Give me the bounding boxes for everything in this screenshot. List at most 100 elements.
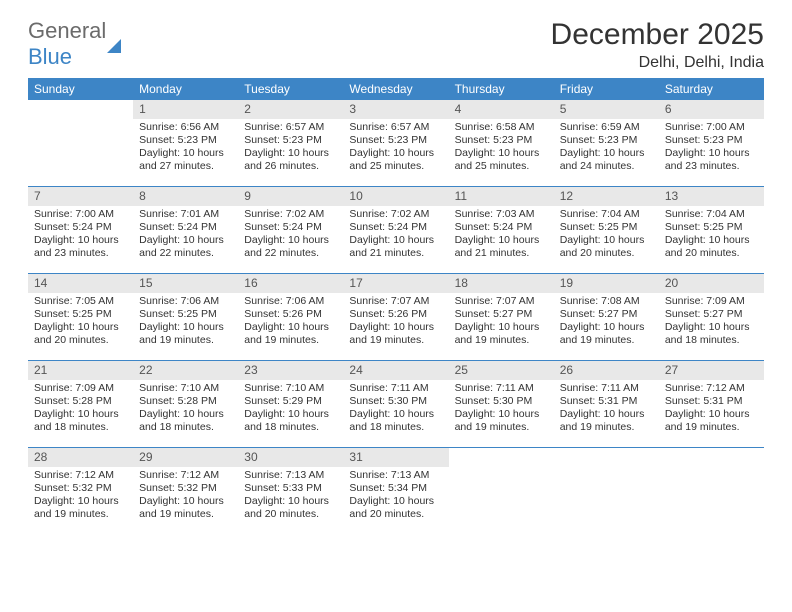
daylight-line: Daylight: 10 hours and 19 minutes.	[455, 321, 548, 347]
day-info: Sunrise: 7:12 AMSunset: 5:32 PMDaylight:…	[133, 469, 238, 522]
day-number: 4	[449, 100, 554, 119]
daylight-line: Daylight: 10 hours and 25 minutes.	[455, 147, 548, 173]
day-info: Sunrise: 7:09 AMSunset: 5:28 PMDaylight:…	[28, 382, 133, 435]
daylight-line: Daylight: 10 hours and 19 minutes.	[665, 408, 758, 434]
daylight-line: Daylight: 10 hours and 19 minutes.	[455, 408, 548, 434]
sunrise-line: Sunrise: 7:10 AM	[139, 382, 232, 395]
day-cell: 14Sunrise: 7:05 AMSunset: 5:25 PMDayligh…	[28, 274, 133, 360]
daylight-line: Daylight: 10 hours and 19 minutes.	[34, 495, 127, 521]
sunrise-line: Sunrise: 7:05 AM	[34, 295, 127, 308]
sunrise-line: Sunrise: 6:58 AM	[455, 121, 548, 134]
sunset-line: Sunset: 5:33 PM	[244, 482, 337, 495]
day-cell: 26Sunrise: 7:11 AMSunset: 5:31 PMDayligh…	[554, 361, 659, 447]
day-info: Sunrise: 7:07 AMSunset: 5:27 PMDaylight:…	[449, 295, 554, 348]
daylight-line: Daylight: 10 hours and 26 minutes.	[244, 147, 337, 173]
sunrise-line: Sunrise: 7:09 AM	[34, 382, 127, 395]
day-number: 7	[28, 187, 133, 206]
sunset-line: Sunset: 5:23 PM	[665, 134, 758, 147]
day-number: 25	[449, 361, 554, 380]
sunset-line: Sunset: 5:23 PM	[349, 134, 442, 147]
sunrise-line: Sunrise: 7:02 AM	[349, 208, 442, 221]
sunrise-line: Sunrise: 6:57 AM	[244, 121, 337, 134]
weekday-label: Thursday	[449, 78, 554, 100]
sunrise-line: Sunrise: 7:02 AM	[244, 208, 337, 221]
day-number: 26	[554, 361, 659, 380]
day-cell: 9 Sunrise: 7:02 AMSunset: 5:24 PMDaylight…	[238, 187, 343, 273]
week-row: 28Sunrise: 7:12 AMSunset: 5:32 PMDayligh…	[28, 448, 764, 534]
sunrise-line: Sunrise: 6:57 AM	[349, 121, 442, 134]
day-cell: 10Sunrise: 7:02 AMSunset: 5:24 PMDayligh…	[343, 187, 448, 273]
calendar: SundayMondayTuesdayWednesdayThursdayFrid…	[28, 78, 764, 534]
day-cell: 0	[449, 448, 554, 534]
day-info: Sunrise: 7:02 AMSunset: 5:24 PMDaylight:…	[238, 208, 343, 261]
day-info: Sunrise: 7:11 AMSunset: 5:30 PMDaylight:…	[343, 382, 448, 435]
logo-part1: General	[28, 18, 106, 43]
title-block: December 2025 Delhi, Delhi, India	[551, 18, 764, 72]
daylight-line: Daylight: 10 hours and 19 minutes.	[560, 408, 653, 434]
day-number: 27	[659, 361, 764, 380]
daylight-line: Daylight: 10 hours and 18 minutes.	[244, 408, 337, 434]
day-info: Sunrise: 6:57 AMSunset: 5:23 PMDaylight:…	[238, 121, 343, 174]
sunrise-line: Sunrise: 7:07 AM	[455, 295, 548, 308]
day-cell: 7 Sunrise: 7:00 AMSunset: 5:24 PMDaylight…	[28, 187, 133, 273]
sunset-line: Sunset: 5:23 PM	[455, 134, 548, 147]
day-info: Sunrise: 7:05 AMSunset: 5:25 PMDaylight:…	[28, 295, 133, 348]
day-cell: 3Sunrise: 6:57 AMSunset: 5:23 PMDaylight…	[343, 100, 448, 186]
day-info: Sunrise: 7:02 AMSunset: 5:24 PMDaylight:…	[343, 208, 448, 261]
sunrise-line: Sunrise: 6:56 AM	[139, 121, 232, 134]
sunset-line: Sunset: 5:27 PM	[665, 308, 758, 321]
day-cell: 24Sunrise: 7:11 AMSunset: 5:30 PMDayligh…	[343, 361, 448, 447]
daylight-line: Daylight: 10 hours and 20 minutes.	[34, 321, 127, 347]
day-cell: 0	[659, 448, 764, 534]
day-cell: 31Sunrise: 7:13 AMSunset: 5:34 PMDayligh…	[343, 448, 448, 534]
weekday-label: Sunday	[28, 78, 133, 100]
day-number: 20	[659, 274, 764, 293]
day-number: 5	[554, 100, 659, 119]
header: General Blue December 2025 Delhi, Delhi,…	[28, 18, 764, 72]
sunrise-line: Sunrise: 7:03 AM	[455, 208, 548, 221]
sunset-line: Sunset: 5:26 PM	[349, 308, 442, 321]
sunrise-line: Sunrise: 7:06 AM	[244, 295, 337, 308]
day-cell: 0	[554, 448, 659, 534]
day-cell: 6Sunrise: 7:00 AMSunset: 5:23 PMDaylight…	[659, 100, 764, 186]
sunrise-line: Sunrise: 7:07 AM	[349, 295, 442, 308]
daylight-line: Daylight: 10 hours and 23 minutes.	[665, 147, 758, 173]
day-info: Sunrise: 7:01 AMSunset: 5:24 PMDaylight:…	[133, 208, 238, 261]
day-cell: 25Sunrise: 7:11 AMSunset: 5:30 PMDayligh…	[449, 361, 554, 447]
sunrise-line: Sunrise: 7:12 AM	[665, 382, 758, 395]
sunrise-line: Sunrise: 7:12 AM	[34, 469, 127, 482]
day-cell: 27 Sunrise: 7:12 AMSunset: 5:31 PMDayligh…	[659, 361, 764, 447]
day-info: Sunrise: 7:00 AMSunset: 5:24 PMDaylight:…	[28, 208, 133, 261]
sail-icon	[107, 14, 121, 53]
weekday-label: Tuesday	[238, 78, 343, 100]
sunset-line: Sunset: 5:25 PM	[560, 221, 653, 234]
sunset-line: Sunset: 5:27 PM	[560, 308, 653, 321]
day-cell: 8Sunrise: 7:01 AMSunset: 5:24 PMDaylight…	[133, 187, 238, 273]
day-info: Sunrise: 6:58 AMSunset: 5:23 PMDaylight:…	[449, 121, 554, 174]
sunrise-line: Sunrise: 7:04 AM	[665, 208, 758, 221]
day-info: Sunrise: 6:57 AMSunset: 5:23 PMDaylight:…	[343, 121, 448, 174]
daylight-line: Daylight: 10 hours and 19 minutes.	[560, 321, 653, 347]
day-number: 16	[238, 274, 343, 293]
day-number: 9	[238, 187, 343, 206]
day-cell: 19Sunrise: 7:08 AMSunset: 5:27 PMDayligh…	[554, 274, 659, 360]
day-info: Sunrise: 7:04 AMSunset: 5:25 PMDaylight:…	[659, 208, 764, 261]
sunrise-line: Sunrise: 7:08 AM	[560, 295, 653, 308]
day-info: Sunrise: 7:12 AMSunset: 5:31 PMDaylight:…	[659, 382, 764, 435]
day-info: Sunrise: 7:12 AMSunset: 5:32 PMDaylight:…	[28, 469, 133, 522]
week-row: 14Sunrise: 7:05 AMSunset: 5:25 PMDayligh…	[28, 274, 764, 361]
daylight-line: Daylight: 10 hours and 23 minutes.	[34, 234, 127, 260]
sunset-line: Sunset: 5:26 PM	[244, 308, 337, 321]
sunrise-line: Sunrise: 6:59 AM	[560, 121, 653, 134]
day-number: 29	[133, 448, 238, 467]
sunset-line: Sunset: 5:25 PM	[34, 308, 127, 321]
page-subtitle: Delhi, Delhi, India	[551, 54, 764, 72]
sunset-line: Sunset: 5:24 PM	[34, 221, 127, 234]
daylight-line: Daylight: 10 hours and 20 minutes.	[665, 234, 758, 260]
day-number: 6	[659, 100, 764, 119]
daylight-line: Daylight: 10 hours and 27 minutes.	[139, 147, 232, 173]
day-number: 1	[133, 100, 238, 119]
sunrise-line: Sunrise: 7:00 AM	[34, 208, 127, 221]
week-row: 01Sunrise: 6:56 AMSunset: 5:23 PMDayligh…	[28, 100, 764, 187]
day-cell: 21Sunrise: 7:09 AMSunset: 5:28 PMDayligh…	[28, 361, 133, 447]
